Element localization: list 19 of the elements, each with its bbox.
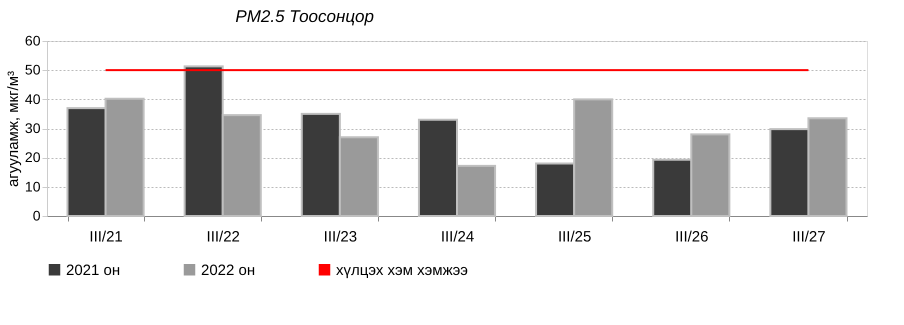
x-tick-label: III/27	[792, 228, 826, 246]
y-tick-label: 30	[24, 120, 41, 136]
legend-label: 2022 он	[201, 262, 256, 279]
x-tick-label: III/22	[206, 228, 240, 246]
x-tick-label: III/21	[89, 228, 123, 246]
x-tick-label: III/24	[440, 228, 474, 246]
y-tick-label: 0	[32, 208, 41, 224]
legend-label: 2021 он	[66, 262, 120, 279]
y-tick-label: 40	[24, 90, 41, 107]
y-tick-label: 10	[24, 178, 41, 194]
y-tick-label: 60	[24, 32, 41, 48]
y-axis-title: агууламж, мкг/м³	[4, 70, 22, 188]
x-tick-label: III/23	[324, 228, 358, 246]
x-tick-label: III/25	[558, 228, 592, 246]
chart-title: PM2.5 Тоосонцор	[235, 7, 374, 26]
y-tick-label: 50	[24, 62, 41, 78]
legend-label: хүлцэх хэм хэмжээ	[336, 262, 468, 279]
y-tick-label: 20	[24, 149, 41, 166]
x-tick-label: III/26	[675, 228, 708, 246]
